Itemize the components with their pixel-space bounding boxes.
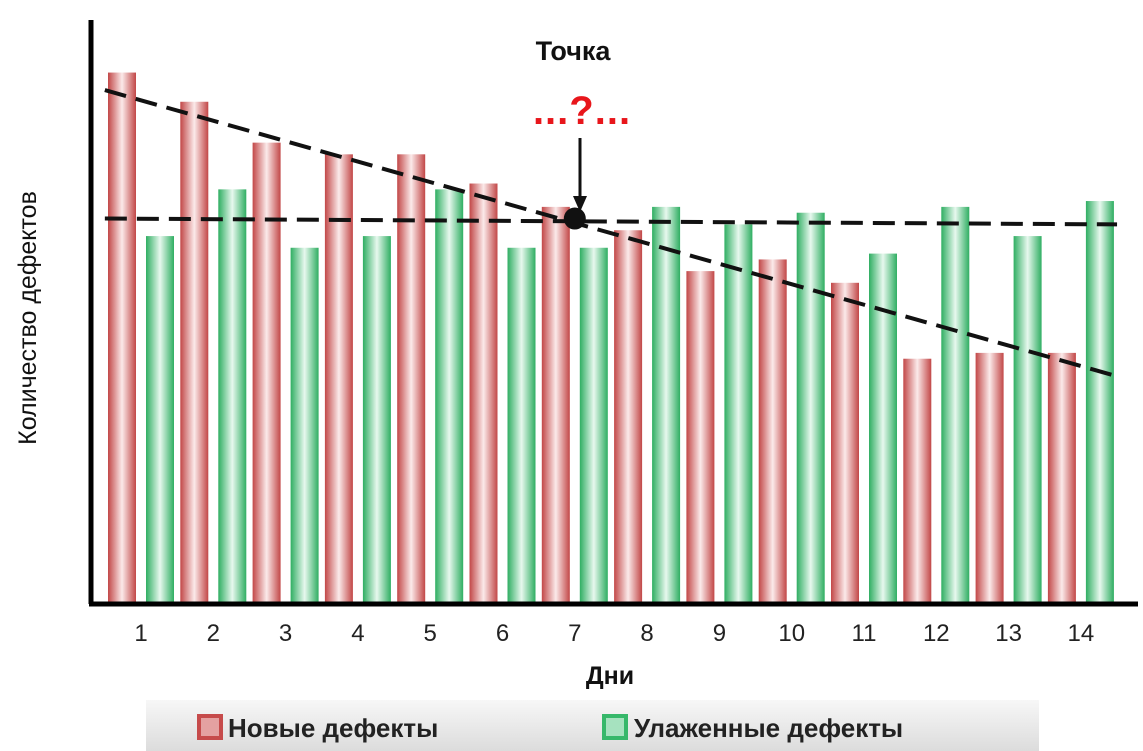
legend-label-new: Новые дефекты	[228, 713, 438, 743]
bar-new-day-1	[108, 72, 136, 604]
intersection-point	[563, 207, 586, 230]
legend-swatch-new	[197, 714, 223, 740]
x-tick-label: 12	[923, 620, 950, 647]
x-tick-labels: 1 2 3 4 5 6 7 8 9 10 11 12 13 14	[134, 620, 1094, 647]
bar-fixed-day-1	[146, 236, 174, 604]
x-tick-label: 5	[424, 620, 437, 647]
x-tick-label: 10	[778, 620, 805, 647]
legend-label-fixed: Улаженные дефекты	[634, 713, 903, 743]
x-tick-label: 9	[713, 620, 726, 647]
bar-fixed-day-12	[941, 206, 970, 604]
legend-box	[146, 700, 1039, 751]
bar-fixed-day-10	[796, 212, 825, 604]
bar-new-day-13	[975, 352, 1004, 604]
trend-line-fixed-defects	[104, 216, 1118, 227]
bar-new-day-11	[831, 282, 859, 604]
x-tick-label: 4	[351, 620, 364, 647]
bar-new-day-9	[686, 271, 715, 604]
x-axis-label: Дни	[586, 662, 634, 690]
bars-layer	[108, 72, 1114, 605]
bar-new-day-4	[324, 154, 353, 604]
x-tick-label: 1	[134, 620, 147, 647]
bar-new-day-7	[541, 206, 570, 604]
bar-new-day-10	[758, 259, 787, 604]
bar-new-day-3	[252, 142, 281, 604]
bar-fixed-day-6	[507, 247, 536, 604]
annotation-arrowhead	[573, 196, 587, 212]
annotation-question: ...?...	[533, 89, 631, 133]
bar-fixed-day-2	[218, 189, 247, 605]
bar-fixed-day-3	[290, 247, 319, 604]
bar-new-day-2	[180, 101, 209, 604]
y-axis-label: Количество дефектов	[14, 191, 42, 445]
bar-new-day-5	[397, 154, 426, 604]
x-tick-label: 8	[640, 620, 653, 647]
bar-new-day-14	[1047, 352, 1076, 604]
x-tick-label: 3	[279, 620, 292, 647]
legend-swatch-fixed	[602, 714, 628, 740]
bar-fixed-day-14	[1085, 201, 1114, 605]
x-tick-label: 2	[207, 620, 220, 647]
bar-fixed-day-9	[724, 224, 753, 604]
x-tick-label: 11	[852, 620, 877, 647]
x-tick-label: 13	[995, 620, 1022, 647]
bar-fixed-day-13	[1013, 236, 1042, 604]
bar-fixed-day-4	[362, 236, 391, 604]
bar-new-day-6	[469, 183, 498, 604]
annotation-title: Точка	[536, 36, 612, 66]
x-tick-label: 6	[496, 620, 509, 647]
bar-fixed-day-5	[435, 189, 464, 605]
bar-new-day-8	[614, 230, 643, 605]
trend-line-new-defects	[104, 88, 1118, 379]
x-tick-label: 14	[1068, 620, 1095, 647]
trend-lines-layer	[104, 88, 1118, 379]
bar-new-day-12	[903, 358, 932, 604]
x-tick-label: 7	[568, 620, 581, 647]
bar-fixed-day-8	[652, 206, 681, 604]
bar-fixed-day-11	[869, 253, 897, 604]
bar-fixed-day-7	[579, 247, 608, 604]
legend: Новые дефекты Улаженные дефекты	[146, 700, 1039, 751]
